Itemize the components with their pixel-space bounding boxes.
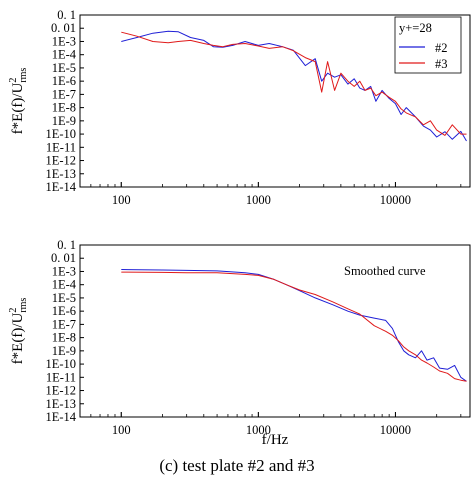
y-tick-label: 1E-7 — [52, 87, 76, 101]
x-axis-title: f/Hz — [262, 432, 289, 448]
legend-label: #2 — [435, 41, 448, 55]
x-tick-label: 10000 — [380, 423, 411, 437]
y-axis-title: f*E(f)/U2rms — [8, 68, 29, 135]
bottom-panel: 0. 10. 011E-31E-41E-51E-61E-71E-81E-91E-… — [8, 238, 471, 448]
y-tick-label: 1E-14 — [45, 180, 76, 194]
y-tick-label: 0. 1 — [57, 238, 76, 252]
x-tick-label: 100 — [112, 193, 131, 207]
chart-annotation: Smoothed curve — [344, 264, 426, 278]
y-tick-label: 0. 01 — [51, 21, 76, 35]
legend-title: y+=28 — [399, 21, 432, 35]
series-line-3 — [121, 271, 467, 382]
y-tick-label: 1E-6 — [52, 74, 76, 88]
x-tick-label: 1000 — [246, 423, 271, 437]
y-tick-label: 1E-10 — [45, 357, 76, 371]
y-tick-label: 1E-11 — [46, 140, 76, 154]
y-tick-label: 1E-3 — [52, 34, 76, 48]
y-tick-label: 0. 1 — [57, 8, 76, 22]
y-tick-label: 1E-5 — [52, 61, 76, 75]
y-tick-label: 1E-9 — [52, 344, 76, 358]
y-tick-label: 1E-10 — [45, 127, 76, 141]
y-tick-label: 1E-11 — [46, 370, 76, 384]
y-tick-label: 1E-4 — [52, 48, 77, 62]
y-tick-label: 0. 01 — [51, 251, 76, 265]
y-tick-label: 1E-8 — [52, 331, 76, 345]
legend-box — [394, 16, 462, 74]
y-tick-label: 1E-13 — [45, 167, 76, 181]
y-tick-label: 1E-4 — [52, 278, 77, 292]
figure-caption: (c) test plate #2 and #3 — [159, 456, 315, 475]
y-tick-label: 1E-12 — [45, 154, 76, 168]
x-tick-label: 10000 — [380, 193, 411, 207]
y-tick-label: 1E-3 — [52, 264, 76, 278]
y-tick-label: 1E-8 — [52, 101, 76, 115]
legend-label: #3 — [435, 57, 448, 71]
plot-frame — [79, 244, 471, 418]
y-tick-label: 1E-12 — [45, 384, 76, 398]
y-tick-label: 1E-14 — [45, 410, 76, 424]
y-tick-label: 1E-13 — [45, 397, 76, 411]
y-tick-label: 1E-9 — [52, 114, 76, 128]
series-line-3 — [121, 31, 467, 136]
y-axis-title: f*E(f)/U2rms — [8, 298, 29, 365]
plot-frame — [79, 14, 471, 188]
y-tick-label: 1E-7 — [52, 317, 76, 331]
y-tick-label: 1E-5 — [52, 291, 76, 305]
y-tick-label: 1E-6 — [52, 304, 76, 318]
series-line-2 — [121, 269, 467, 382]
top-panel: 0. 10. 011E-31E-41E-51E-61E-71E-81E-91E-… — [8, 8, 471, 207]
x-tick-label: 100 — [112, 423, 131, 437]
x-tick-label: 1000 — [246, 193, 271, 207]
